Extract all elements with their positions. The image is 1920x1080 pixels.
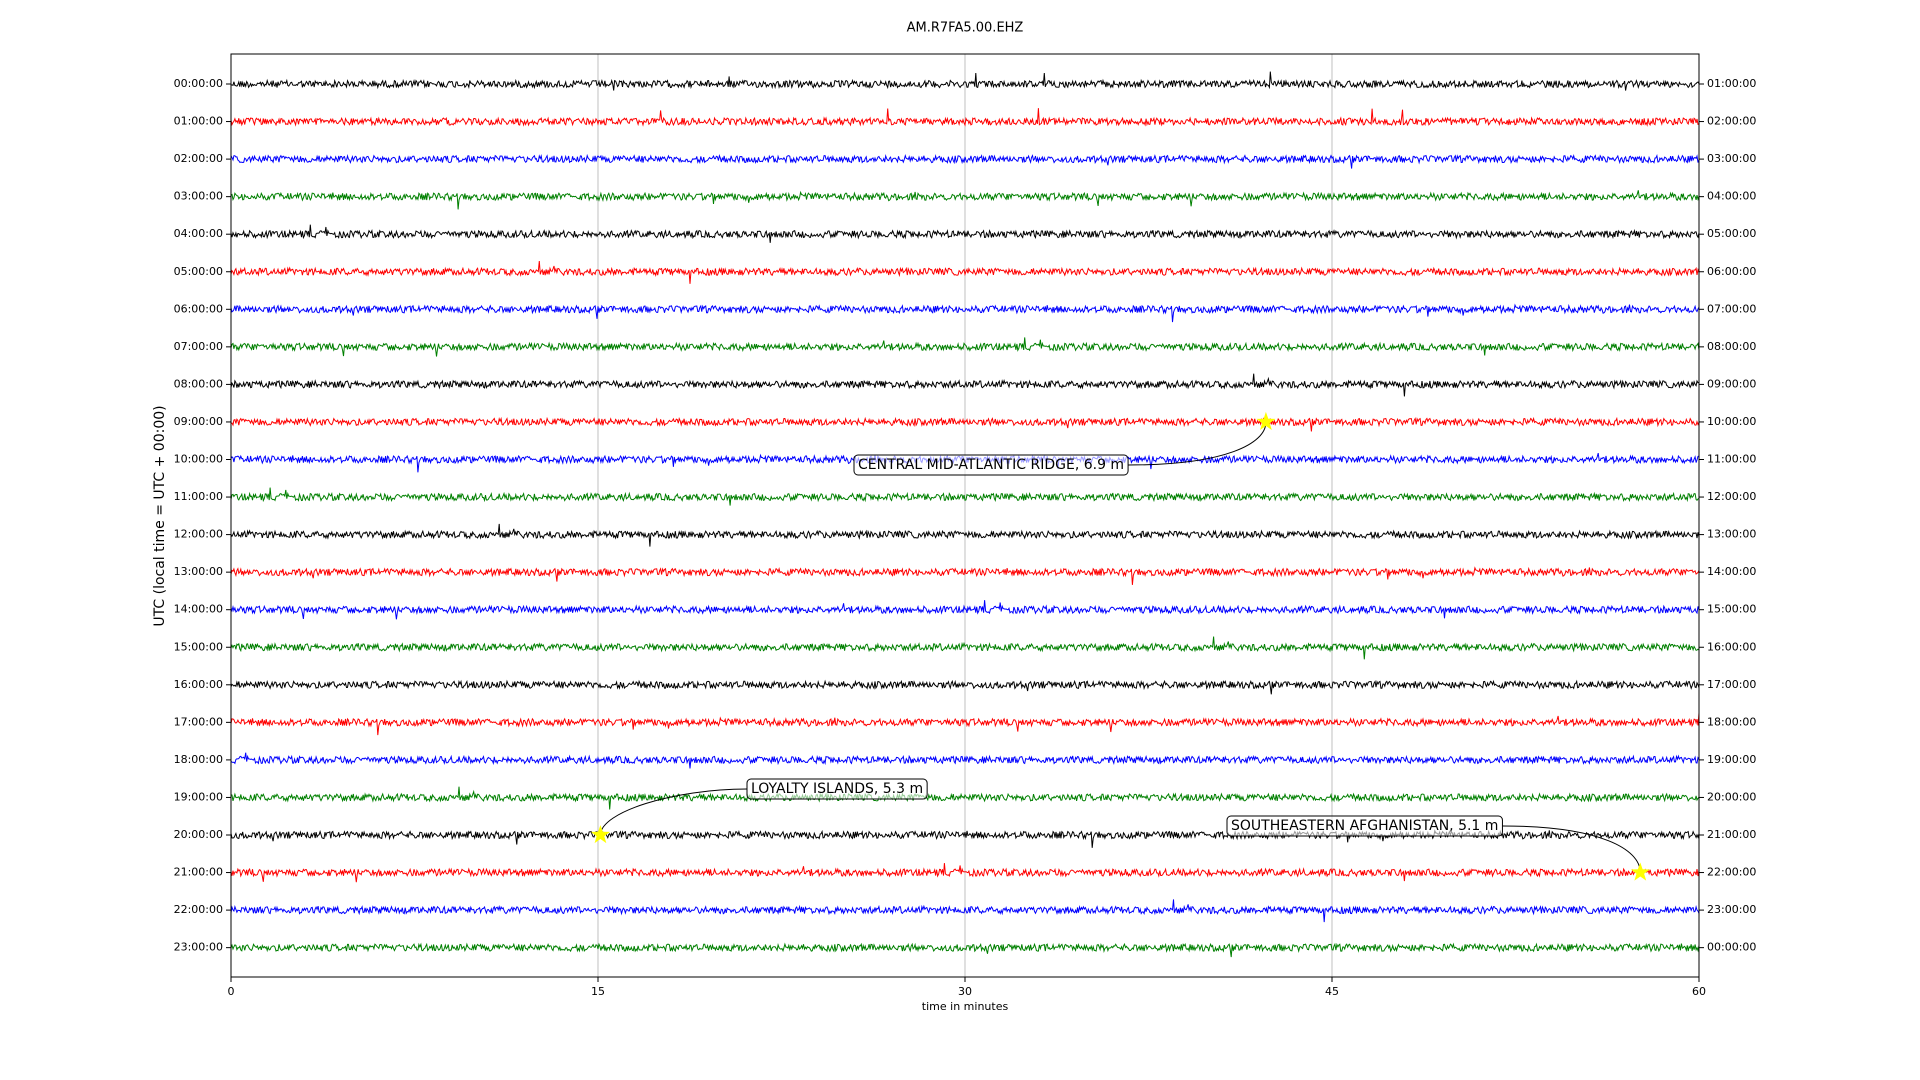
row-label: 14:00:00 <box>174 603 223 616</box>
event-connector <box>1502 825 1641 873</box>
right-row-label: 04:00:00 <box>1707 190 1756 203</box>
trace <box>230 224 1700 243</box>
trace <box>230 752 1700 769</box>
right-row-label: 01:00:00 <box>1707 77 1756 90</box>
row-label: 09:00:00 <box>174 415 223 428</box>
row-label: 08:00:00 <box>174 377 223 390</box>
trace <box>230 863 1700 883</box>
event-label: SOUTHEASTERN AFGHANISTAN, 5.1 m <box>1231 818 1498 834</box>
row-label: 22:00:00 <box>174 903 223 916</box>
trace <box>230 190 1700 210</box>
trace <box>230 636 1700 660</box>
row-label: 01:00:00 <box>174 115 223 128</box>
right-row-label: 12:00:00 <box>1707 490 1756 503</box>
right-row-label: 08:00:00 <box>1707 340 1756 353</box>
event-label: CENTRAL MID-ATLANTIC RIDGE, 6.9 m <box>858 457 1124 473</box>
right-row-label: 05:00:00 <box>1707 227 1756 240</box>
right-row-label: 10:00:00 <box>1707 415 1756 428</box>
y-axis-label: UTC (local time = UTC + 00:00) <box>152 405 168 626</box>
right-row-label: 21:00:00 <box>1707 828 1756 841</box>
right-row-label: 16:00:00 <box>1707 640 1756 653</box>
right-row-label: 03:00:00 <box>1707 152 1756 165</box>
row-label: 16:00:00 <box>174 678 223 691</box>
event-connector <box>599 788 748 836</box>
right-row-label: 15:00:00 <box>1707 603 1756 616</box>
event-marker <box>1256 411 1276 430</box>
plot-frame <box>230 53 1700 978</box>
trace <box>230 786 1700 810</box>
x-axis-label: time in minutes <box>922 1000 1009 1013</box>
row-label: 17:00:00 <box>174 715 223 728</box>
row-label: 23:00:00 <box>174 941 223 954</box>
right-row-label: 00:00:00 <box>1707 941 1756 954</box>
chart-title: AM.R7FA5.00.EHZ <box>907 21 1024 36</box>
row-label: 13:00:00 <box>174 565 223 578</box>
right-row-label: 22:00:00 <box>1707 866 1756 879</box>
right-row-label: 02:00:00 <box>1707 115 1756 128</box>
row-label: 10:00:00 <box>174 453 223 466</box>
trace <box>230 942 1700 958</box>
event-marker <box>590 825 610 844</box>
trace <box>230 487 1700 506</box>
trace <box>230 337 1700 357</box>
row-label: 15:00:00 <box>174 640 223 653</box>
row-label: 06:00:00 <box>174 302 223 315</box>
row-label: 03:00:00 <box>174 190 223 203</box>
event-label: LOYALTY ISLANDS, 5.3 m <box>751 781 923 797</box>
event-connector <box>1128 421 1267 466</box>
row-label: 04:00:00 <box>174 227 223 240</box>
trace <box>230 153 1700 169</box>
row-label: 02:00:00 <box>174 152 223 165</box>
row-label: 20:00:00 <box>174 828 223 841</box>
row-label: 05:00:00 <box>174 265 223 278</box>
trace <box>230 523 1700 547</box>
right-row-label: 23:00:00 <box>1707 903 1756 916</box>
row-label: 19:00:00 <box>174 790 223 803</box>
right-row-label: 20:00:00 <box>1707 790 1756 803</box>
row-label: 00:00:00 <box>174 77 223 90</box>
row-label: 07:00:00 <box>174 340 223 353</box>
right-row-label: 19:00:00 <box>1707 753 1756 766</box>
right-row-label: 13:00:00 <box>1707 528 1756 541</box>
trace <box>230 712 1700 736</box>
right-row-label: 17:00:00 <box>1707 678 1756 691</box>
trace <box>230 600 1700 620</box>
right-row-label: 09:00:00 <box>1707 377 1756 390</box>
row-label: 11:00:00 <box>174 490 223 503</box>
right-row-label: 18:00:00 <box>1707 715 1756 728</box>
trace <box>230 416 1700 432</box>
x-tick-label: 60 <box>1692 985 1706 998</box>
right-row-label: 06:00:00 <box>1707 265 1756 278</box>
row-label: 21:00:00 <box>174 866 223 879</box>
x-tick-label: 0 <box>228 985 235 998</box>
trace <box>230 260 1700 284</box>
trace <box>230 373 1700 397</box>
event-marker <box>1630 862 1650 881</box>
row-label: 12:00:00 <box>174 528 223 541</box>
x-tick-label: 30 <box>958 985 972 998</box>
x-tick-label: 45 <box>1325 985 1339 998</box>
trace <box>230 899 1700 923</box>
row-label: 18:00:00 <box>174 753 223 766</box>
trace <box>230 71 1700 91</box>
trace <box>230 566 1700 585</box>
right-row-label: 14:00:00 <box>1707 565 1756 578</box>
trace <box>230 679 1700 695</box>
x-tick-label: 15 <box>591 985 605 998</box>
trace <box>230 108 1700 127</box>
right-row-label: 11:00:00 <box>1707 453 1756 466</box>
right-row-label: 07:00:00 <box>1707 302 1756 315</box>
trace <box>230 303 1700 323</box>
